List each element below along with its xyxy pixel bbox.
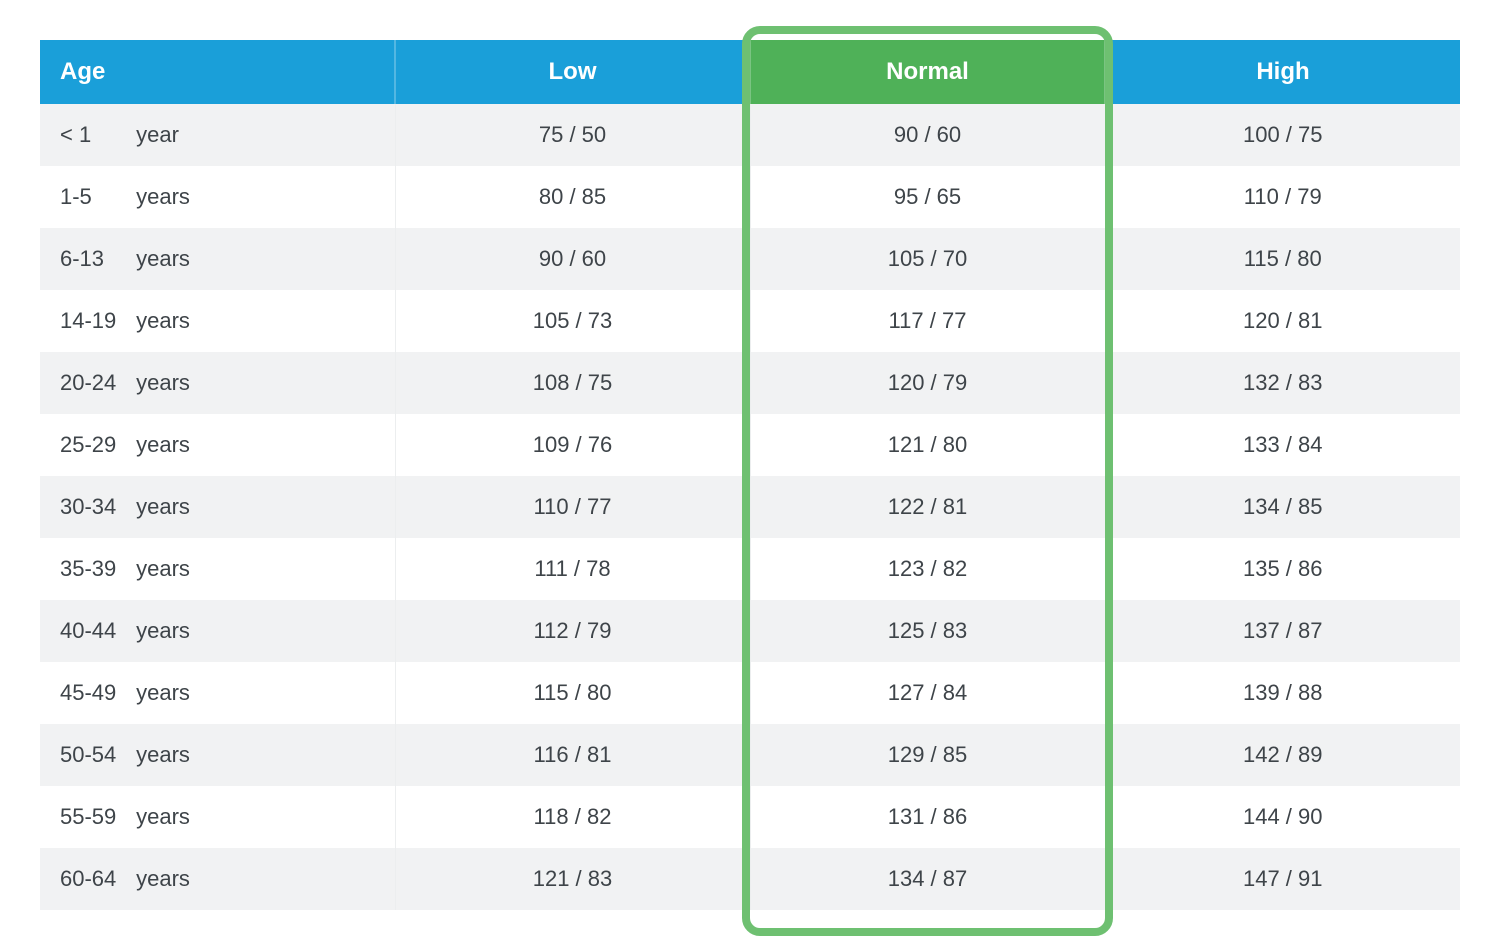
table-row: 6-13 years90 / 60105 / 70115 / 80	[40, 228, 1460, 290]
low-cell: 118 / 82	[395, 786, 750, 848]
column-header-low: Low	[395, 40, 750, 104]
age-cell: < 1 year	[40, 104, 395, 166]
normal-cell: 127 / 84	[750, 662, 1105, 724]
high-cell: 134 / 85	[1105, 476, 1460, 538]
normal-cell: 121 / 80	[750, 414, 1105, 476]
age-range: 55-59	[60, 804, 130, 830]
table-row: 14-19 years105 / 73117 / 77120 / 81	[40, 290, 1460, 352]
age-cell: 25-29 years	[40, 414, 395, 476]
high-cell: 137 / 87	[1105, 600, 1460, 662]
table-row: 25-29 years109 / 76121 / 80133 / 84	[40, 414, 1460, 476]
normal-cell: 123 / 82	[750, 538, 1105, 600]
age-unit: years	[136, 432, 190, 458]
low-cell: 75 / 50	[395, 104, 750, 166]
table-row: 1-5 years80 / 8595 / 65110 / 79	[40, 166, 1460, 228]
age-range: 60-64	[60, 866, 130, 892]
age-unit: years	[136, 680, 190, 706]
normal-cell: 125 / 83	[750, 600, 1105, 662]
low-cell: 105 / 73	[395, 290, 750, 352]
high-cell: 133 / 84	[1105, 414, 1460, 476]
age-unit: years	[136, 866, 190, 892]
age-range: 6-13	[60, 246, 130, 272]
age-cell: 60-64 years	[40, 848, 395, 910]
high-cell: 110 / 79	[1105, 166, 1460, 228]
high-cell: 135 / 86	[1105, 538, 1460, 600]
low-cell: 111 / 78	[395, 538, 750, 600]
normal-cell: 90 / 60	[750, 104, 1105, 166]
low-cell: 80 / 85	[395, 166, 750, 228]
age-cell: 50-54 years	[40, 724, 395, 786]
low-cell: 109 / 76	[395, 414, 750, 476]
table-wrapper: AgeLowNormalHigh < 1 year75 / 5090 / 601…	[0, 0, 1500, 950]
low-cell: 110 / 77	[395, 476, 750, 538]
age-unit: years	[136, 494, 190, 520]
normal-cell: 105 / 70	[750, 228, 1105, 290]
low-cell: 108 / 75	[395, 352, 750, 414]
low-cell: 90 / 60	[395, 228, 750, 290]
high-cell: 120 / 81	[1105, 290, 1460, 352]
age-cell: 14-19 years	[40, 290, 395, 352]
age-unit: years	[136, 370, 190, 396]
age-cell: 6-13 years	[40, 228, 395, 290]
age-unit: years	[136, 556, 190, 582]
age-unit: years	[136, 184, 190, 210]
table-row: 50-54 years116 / 81129 / 85142 / 89	[40, 724, 1460, 786]
age-cell: 40-44 years	[40, 600, 395, 662]
high-cell: 115 / 80	[1105, 228, 1460, 290]
high-cell: 144 / 90	[1105, 786, 1460, 848]
column-header-high: High	[1105, 40, 1460, 104]
age-range: 1-5	[60, 184, 130, 210]
age-unit: years	[136, 804, 190, 830]
low-cell: 121 / 83	[395, 848, 750, 910]
age-unit: year	[136, 122, 179, 148]
age-range: 40-44	[60, 618, 130, 644]
normal-cell: 95 / 65	[750, 166, 1105, 228]
high-cell: 142 / 89	[1105, 724, 1460, 786]
normal-cell: 117 / 77	[750, 290, 1105, 352]
table-row: 60-64 years121 / 83134 / 87147 / 91	[40, 848, 1460, 910]
high-cell: 132 / 83	[1105, 352, 1460, 414]
high-cell: 147 / 91	[1105, 848, 1460, 910]
table-row: < 1 year75 / 5090 / 60100 / 75	[40, 104, 1460, 166]
table-header-row: AgeLowNormalHigh	[40, 40, 1460, 104]
age-unit: years	[136, 308, 190, 334]
age-unit: years	[136, 742, 190, 768]
age-range: 20-24	[60, 370, 130, 396]
normal-cell: 134 / 87	[750, 848, 1105, 910]
table-row: 20-24 years108 / 75120 / 79132 / 83	[40, 352, 1460, 414]
table-row: 40-44 years112 / 79125 / 83137 / 87	[40, 600, 1460, 662]
table-row: 45-49 years115 / 80127 / 84139 / 88	[40, 662, 1460, 724]
age-range: 45-49	[60, 680, 130, 706]
age-cell: 35-39 years	[40, 538, 395, 600]
age-unit: years	[136, 618, 190, 644]
age-range: 25-29	[60, 432, 130, 458]
normal-cell: 120 / 79	[750, 352, 1105, 414]
table-row: 55-59 years118 / 82131 / 86144 / 90	[40, 786, 1460, 848]
low-cell: 116 / 81	[395, 724, 750, 786]
table-row: 30-34 years110 / 77122 / 81134 / 85	[40, 476, 1460, 538]
age-cell: 1-5 years	[40, 166, 395, 228]
normal-cell: 131 / 86	[750, 786, 1105, 848]
high-cell: 139 / 88	[1105, 662, 1460, 724]
age-range: 30-34	[60, 494, 130, 520]
normal-cell: 122 / 81	[750, 476, 1105, 538]
age-unit: years	[136, 246, 190, 272]
normal-cell: 129 / 85	[750, 724, 1105, 786]
table-row: 35-39 years111 / 78123 / 82135 / 86	[40, 538, 1460, 600]
age-cell: 55-59 years	[40, 786, 395, 848]
age-range: 50-54	[60, 742, 130, 768]
age-cell: 20-24 years	[40, 352, 395, 414]
bp-by-age-table: AgeLowNormalHigh < 1 year75 / 5090 / 601…	[40, 40, 1460, 910]
age-cell: 30-34 years	[40, 476, 395, 538]
low-cell: 115 / 80	[395, 662, 750, 724]
age-range: 14-19	[60, 308, 130, 334]
column-header-normal: Normal	[750, 40, 1105, 104]
low-cell: 112 / 79	[395, 600, 750, 662]
age-range: < 1	[60, 122, 130, 148]
high-cell: 100 / 75	[1105, 104, 1460, 166]
age-range: 35-39	[60, 556, 130, 582]
age-cell: 45-49 years	[40, 662, 395, 724]
column-header-age: Age	[40, 40, 395, 104]
